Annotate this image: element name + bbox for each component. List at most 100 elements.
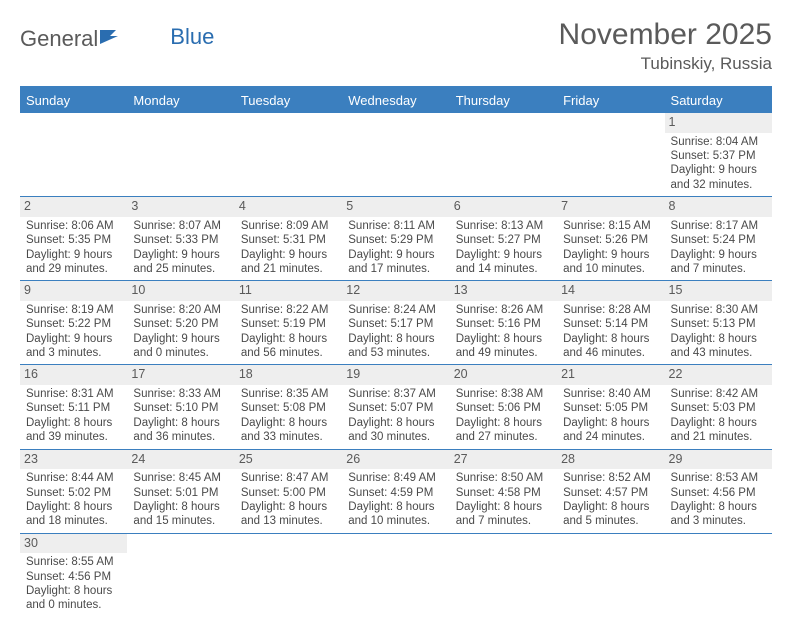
day-cell: 24Sunrise: 8:45 AMSunset: 5:01 PMDayligh…: [127, 450, 234, 533]
day-cell: 19Sunrise: 8:37 AMSunset: 5:07 PMDayligh…: [342, 365, 449, 448]
daylight-text: Daylight: 9 hours: [133, 248, 228, 262]
sunrise-text: Sunrise: 8:31 AM: [26, 387, 121, 401]
day-cell: 16Sunrise: 8:31 AMSunset: 5:11 PMDayligh…: [20, 365, 127, 448]
sunrise-text: Sunrise: 8:06 AM: [26, 219, 121, 233]
sunset-text: Sunset: 5:06 PM: [456, 401, 551, 415]
day-number: 10: [127, 281, 234, 301]
day-names-row: Sunday Monday Tuesday Wednesday Thursday…: [20, 88, 772, 113]
empty-cell: .: [20, 113, 127, 196]
daylight-text: and 3 minutes.: [26, 346, 121, 360]
day-number: 26: [342, 450, 449, 470]
day-cell: 22Sunrise: 8:42 AMSunset: 5:03 PMDayligh…: [665, 365, 772, 448]
day-cell: 18Sunrise: 8:35 AMSunset: 5:08 PMDayligh…: [235, 365, 342, 448]
day-number: 9: [20, 281, 127, 301]
daylight-text: and 21 minutes.: [241, 262, 336, 276]
daylight-text: and 29 minutes.: [26, 262, 121, 276]
sunset-text: Sunset: 5:00 PM: [241, 486, 336, 500]
day-cell: 14Sunrise: 8:28 AMSunset: 5:14 PMDayligh…: [557, 281, 664, 364]
empty-cell: .: [557, 534, 664, 617]
sunrise-text: Sunrise: 8:17 AM: [671, 219, 766, 233]
sunrise-text: Sunrise: 8:47 AM: [241, 471, 336, 485]
logo-text-2: Blue: [170, 24, 214, 50]
daylight-text: Daylight: 9 hours: [26, 332, 121, 346]
sunrise-text: Sunrise: 8:42 AM: [671, 387, 766, 401]
daylight-text: Daylight: 8 hours: [26, 500, 121, 514]
sunset-text: Sunset: 5:14 PM: [563, 317, 658, 331]
sunrise-text: Sunrise: 8:15 AM: [563, 219, 658, 233]
daylight-text: and 5 minutes.: [563, 514, 658, 528]
sunrise-text: Sunrise: 8:49 AM: [348, 471, 443, 485]
title-block: November 2025 Tubinskiy, Russia: [559, 18, 772, 74]
day-cell: 28Sunrise: 8:52 AMSunset: 4:57 PMDayligh…: [557, 450, 664, 533]
sunrise-text: Sunrise: 8:50 AM: [456, 471, 551, 485]
empty-cell: .: [342, 113, 449, 196]
sunrise-text: Sunrise: 8:09 AM: [241, 219, 336, 233]
sunrise-text: Sunrise: 8:26 AM: [456, 303, 551, 317]
day-number: 19: [342, 365, 449, 385]
calendar: Sunday Monday Tuesday Wednesday Thursday…: [20, 86, 772, 617]
daylight-text: Daylight: 8 hours: [241, 500, 336, 514]
day-number: 4: [235, 197, 342, 217]
day-number: 5: [342, 197, 449, 217]
dayname-sun: Sunday: [20, 88, 127, 113]
empty-cell: .: [235, 113, 342, 196]
logo: General Blue: [20, 18, 214, 52]
sunset-text: Sunset: 5:27 PM: [456, 233, 551, 247]
sunset-text: Sunset: 5:10 PM: [133, 401, 228, 415]
sunset-text: Sunset: 5:19 PM: [241, 317, 336, 331]
daylight-text: and 24 minutes.: [563, 430, 658, 444]
day-number: 29: [665, 450, 772, 470]
daylight-text: Daylight: 8 hours: [26, 584, 121, 598]
sunset-text: Sunset: 5:02 PM: [26, 486, 121, 500]
day-number: 23: [20, 450, 127, 470]
daylight-text: and 14 minutes.: [456, 262, 551, 276]
daylight-text: and 43 minutes.: [671, 346, 766, 360]
day-cell: 20Sunrise: 8:38 AMSunset: 5:06 PMDayligh…: [450, 365, 557, 448]
location: Tubinskiy, Russia: [559, 54, 772, 74]
daylight-text: and 21 minutes.: [671, 430, 766, 444]
dayname-wed: Wednesday: [342, 88, 449, 113]
daylight-text: Daylight: 9 hours: [563, 248, 658, 262]
daylight-text: and 7 minutes.: [456, 514, 551, 528]
sunrise-text: Sunrise: 8:13 AM: [456, 219, 551, 233]
sunrise-text: Sunrise: 8:37 AM: [348, 387, 443, 401]
empty-cell: .: [127, 534, 234, 617]
sunset-text: Sunset: 5:17 PM: [348, 317, 443, 331]
sunrise-text: Sunrise: 8:52 AM: [563, 471, 658, 485]
daylight-text: and 10 minutes.: [563, 262, 658, 276]
day-cell: 2Sunrise: 8:06 AMSunset: 5:35 PMDaylight…: [20, 197, 127, 280]
day-cell: 23Sunrise: 8:44 AMSunset: 5:02 PMDayligh…: [20, 450, 127, 533]
week-row: 2Sunrise: 8:06 AMSunset: 5:35 PMDaylight…: [20, 197, 772, 281]
sunrise-text: Sunrise: 8:11 AM: [348, 219, 443, 233]
daylight-text: and 46 minutes.: [563, 346, 658, 360]
daylight-text: and 25 minutes.: [133, 262, 228, 276]
dayname-fri: Friday: [557, 88, 664, 113]
sunset-text: Sunset: 5:01 PM: [133, 486, 228, 500]
daylight-text: Daylight: 8 hours: [241, 332, 336, 346]
sunrise-text: Sunrise: 8:55 AM: [26, 555, 121, 569]
daylight-text: Daylight: 9 hours: [671, 163, 766, 177]
day-number: 7: [557, 197, 664, 217]
day-number: 18: [235, 365, 342, 385]
day-cell: 26Sunrise: 8:49 AMSunset: 4:59 PMDayligh…: [342, 450, 449, 533]
empty-cell: .: [127, 113, 234, 196]
empty-cell: .: [235, 534, 342, 617]
sunrise-text: Sunrise: 8:40 AM: [563, 387, 658, 401]
day-number: 17: [127, 365, 234, 385]
sunset-text: Sunset: 5:03 PM: [671, 401, 766, 415]
week-row: ......1Sunrise: 8:04 AMSunset: 5:37 PMDa…: [20, 113, 772, 197]
dayname-mon: Monday: [127, 88, 234, 113]
daylight-text: Daylight: 8 hours: [456, 332, 551, 346]
day-number: 20: [450, 365, 557, 385]
day-number: 30: [20, 534, 127, 554]
day-number: 8: [665, 197, 772, 217]
daylight-text: and 7 minutes.: [671, 262, 766, 276]
sunset-text: Sunset: 5:24 PM: [671, 233, 766, 247]
day-cell: 11Sunrise: 8:22 AMSunset: 5:19 PMDayligh…: [235, 281, 342, 364]
sunrise-text: Sunrise: 8:35 AM: [241, 387, 336, 401]
day-cell: 27Sunrise: 8:50 AMSunset: 4:58 PMDayligh…: [450, 450, 557, 533]
sunset-text: Sunset: 4:59 PM: [348, 486, 443, 500]
daylight-text: and 53 minutes.: [348, 346, 443, 360]
week-row: 16Sunrise: 8:31 AMSunset: 5:11 PMDayligh…: [20, 365, 772, 449]
sunset-text: Sunset: 5:07 PM: [348, 401, 443, 415]
